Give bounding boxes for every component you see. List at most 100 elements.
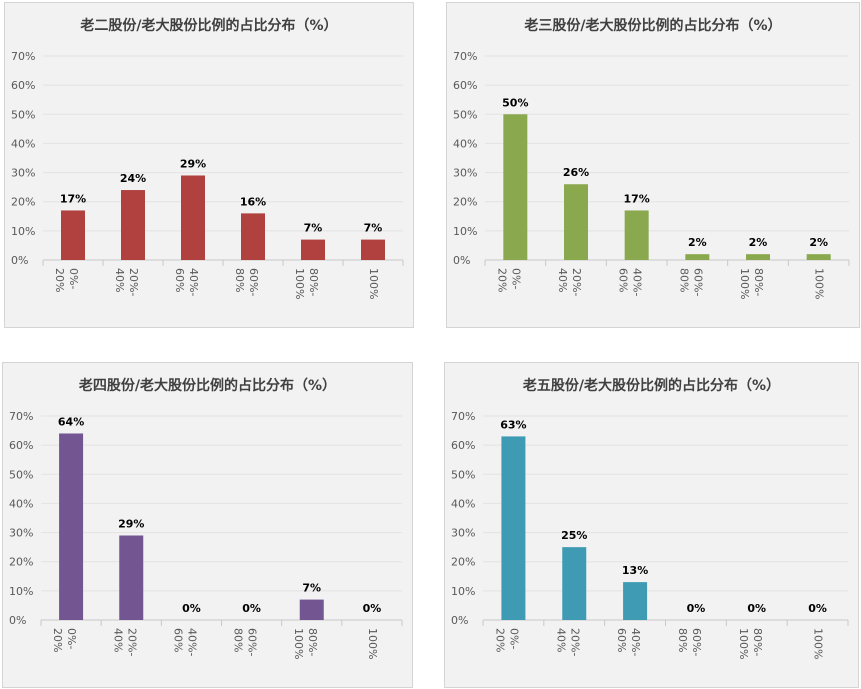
x-tick-label: 80%-100% <box>293 268 320 299</box>
y-tick-label: 60% <box>9 439 33 452</box>
x-tick-label: 80%-100% <box>737 628 764 659</box>
chart-title: 老五股份/老大股份比例的占比分布（%） <box>523 377 780 394</box>
y-tick-label: 50% <box>451 468 475 481</box>
x-tick-label: 100% <box>367 268 380 299</box>
x-tick-label: 0%-20% <box>493 628 520 652</box>
y-tick-label: 0% <box>11 254 28 267</box>
x-tick-label: 80%-100% <box>738 268 765 299</box>
y-tick-label: 70% <box>11 50 35 63</box>
x-tick-label: 40%-60% <box>615 628 642 656</box>
bar <box>61 210 85 260</box>
y-tick-label: 70% <box>451 410 475 423</box>
chart-panel-fourth-shareholder: 老四股份/老大股份比例的占比分布（%） 0% 10% 20% 30% 40% 50% 60% 7… <box>2 362 413 688</box>
chart-svg: 老三股份/老大股份比例的占比分布（%） 0% 10% 20% 30% 40% 50% 60% 7… <box>453 17 850 299</box>
x-tick-label: 60%-80% <box>676 628 703 656</box>
y-tick-label: 50% <box>9 468 33 481</box>
y-tick-label: 40% <box>451 497 475 510</box>
bar <box>503 114 528 261</box>
data-label: 17% <box>623 192 649 205</box>
bar <box>119 535 144 620</box>
data-label: 0% <box>182 602 201 615</box>
y-tick-label: 0% <box>9 614 26 627</box>
y-tick-label: 10% <box>451 585 475 598</box>
y-tick-label: 10% <box>9 585 33 598</box>
x-tick-label: 60%-80% <box>233 268 260 296</box>
bar <box>181 175 205 260</box>
data-label: 17% <box>60 192 86 205</box>
x-tick-label: 40%-60% <box>171 628 198 656</box>
data-label: 13% <box>622 564 648 577</box>
data-label: 63% <box>500 418 526 431</box>
data-label: 0% <box>687 602 706 615</box>
bar <box>241 213 265 260</box>
bar <box>623 582 648 620</box>
bar <box>121 190 145 260</box>
bar <box>501 436 526 620</box>
chart-title: 老四股份/老大股份比例的占比分布（%） <box>79 377 336 394</box>
chart-panel-third-shareholder: 老三股份/老大股份比例的占比分布（%） 0% 10% 20% 30% 40% 50% 60% 7… <box>446 2 860 328</box>
x-tick-label: 20%-40% <box>556 268 583 296</box>
bar <box>59 433 84 620</box>
y-tick-label: 70% <box>9 410 33 423</box>
x-tick-label: 60%-80% <box>677 268 704 296</box>
data-label: 7% <box>364 222 383 235</box>
y-tick-label: 20% <box>453 196 477 209</box>
x-tick-label: 80%-100% <box>292 628 319 659</box>
bar <box>624 210 649 260</box>
chart-panel-fifth-shareholder: 老五股份/老大股份比例的占比分布（%） 0% 10% 20% 30% 40% 50% 60% 7… <box>444 362 859 688</box>
x-tick-label: 100% <box>812 628 825 659</box>
x-tick-label: 20%-40% <box>111 628 138 656</box>
data-label: 16% <box>240 195 266 208</box>
data-label: 0% <box>363 602 382 615</box>
y-tick-label: 20% <box>11 196 35 209</box>
chart-title: 老三股份/老大股份比例的占比分布（%） <box>524 17 781 34</box>
chart-svg: 老二股份/老大股份比例的占比分布（%） 0% 10% 20% 30% 40% 50% 60% 7… <box>11 17 404 299</box>
data-label: 0% <box>242 602 261 615</box>
y-tick-label: 20% <box>451 556 475 569</box>
data-label: 25% <box>561 529 587 542</box>
data-label: 7% <box>302 582 321 595</box>
bar <box>562 547 587 620</box>
x-tick-label: 20%-40% <box>554 628 581 656</box>
data-label: 64% <box>58 415 84 428</box>
x-tick-label: 40%-60% <box>173 268 200 296</box>
y-tick-label: 0% <box>453 254 470 267</box>
bar <box>685 254 710 260</box>
chart-title: 老二股份/老大股份比例的占比分布（%） <box>80 17 337 34</box>
bar <box>301 239 325 260</box>
data-label: 50% <box>502 96 528 109</box>
x-tick-label: 40%-60% <box>617 268 644 296</box>
bar <box>746 254 770 260</box>
y-tick-label: 60% <box>11 79 35 92</box>
x-tick-label: 0%-20% <box>53 268 80 292</box>
y-tick-label: 40% <box>9 497 33 510</box>
y-tick-label: 50% <box>453 108 477 121</box>
y-tick-label: 0% <box>451 614 468 627</box>
data-label: 2% <box>749 236 768 249</box>
y-tick-label: 30% <box>9 527 33 540</box>
data-label: 29% <box>180 157 206 170</box>
data-label: 26% <box>563 166 589 179</box>
chart-panel-second-shareholder: 老二股份/老大股份比例的占比分布（%） 0% 10% 20% 30% 40% 50% 60% 7… <box>4 2 414 328</box>
x-tick-label: 20%-40% <box>113 268 140 296</box>
y-tick-label: 70% <box>453 50 477 63</box>
y-tick-label: 30% <box>453 167 477 180</box>
data-label: 2% <box>688 236 707 249</box>
data-label: 7% <box>304 222 323 235</box>
y-tick-label: 50% <box>11 108 35 121</box>
y-tick-label: 60% <box>453 79 477 92</box>
x-tick-label: 100% <box>366 628 379 659</box>
bar <box>361 239 385 260</box>
bar <box>806 254 831 260</box>
x-tick-label: 60%-80% <box>232 628 259 656</box>
y-tick-label: 20% <box>9 556 33 569</box>
bar <box>564 184 588 260</box>
x-tick-label: 0%-20% <box>495 268 522 292</box>
chart-svg: 老四股份/老大股份比例的占比分布（%） 0% 10% 20% 30% 40% 50% 60% 7… <box>9 377 403 659</box>
y-tick-label: 40% <box>453 137 477 150</box>
bar <box>299 599 324 620</box>
y-tick-label: 30% <box>11 167 35 180</box>
data-label: 0% <box>808 602 827 615</box>
y-tick-label: 30% <box>451 527 475 540</box>
y-tick-label: 40% <box>11 137 35 150</box>
